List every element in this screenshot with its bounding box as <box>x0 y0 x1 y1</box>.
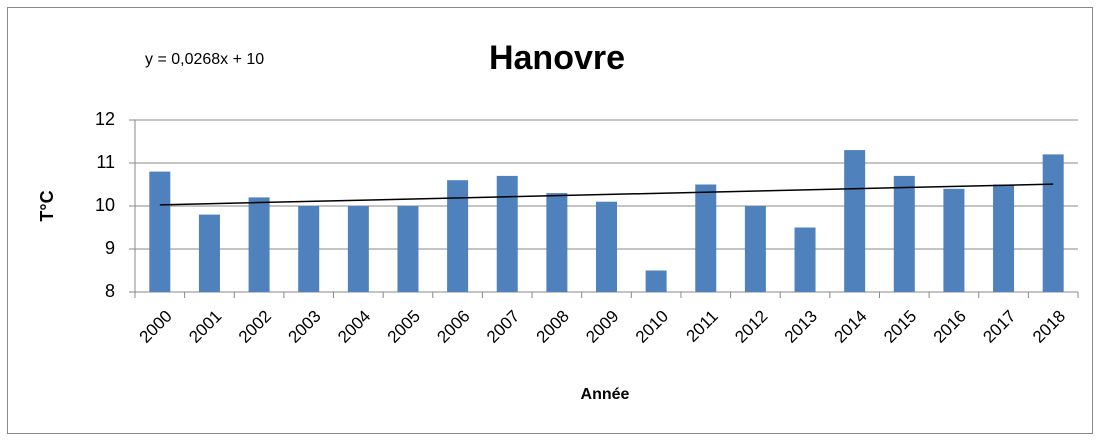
bar <box>993 184 1015 292</box>
y-tick-label: 12 <box>95 109 115 129</box>
y-tick-label: 8 <box>105 281 115 301</box>
chart-title: Hanovre <box>489 39 625 77</box>
x-axis-label: Année <box>581 386 630 403</box>
trend-equation: y = 0,0268x + 10 <box>145 51 264 68</box>
bar <box>298 206 320 292</box>
bar <box>447 180 469 292</box>
bar <box>695 184 717 292</box>
bar <box>744 206 766 292</box>
bar <box>893 175 915 292</box>
bar <box>496 175 518 292</box>
bar <box>794 227 816 292</box>
bar <box>198 214 220 292</box>
bar <box>397 206 419 292</box>
trend-line <box>159 183 1054 206</box>
y-tick-label: 10 <box>95 195 115 215</box>
bar <box>596 201 617 292</box>
bar <box>347 206 369 292</box>
bar <box>149 171 171 292</box>
y-tick-label: 9 <box>105 238 115 258</box>
bar <box>844 150 866 292</box>
bar <box>546 193 568 292</box>
bar <box>645 270 667 292</box>
bar <box>943 188 965 292</box>
y-axis-label: T°C <box>37 190 57 221</box>
bar <box>248 197 270 292</box>
y-tick-label: 11 <box>96 152 115 172</box>
bar <box>1042 154 1064 292</box>
